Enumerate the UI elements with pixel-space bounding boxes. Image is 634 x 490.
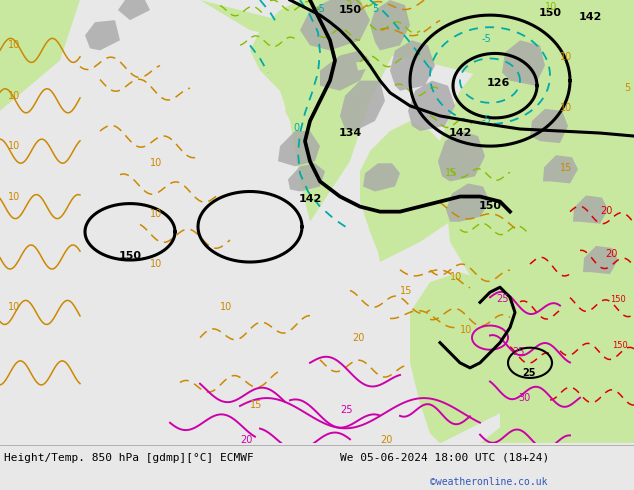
- Text: 0: 0: [293, 123, 299, 133]
- Text: 150: 150: [612, 341, 628, 350]
- Text: 150: 150: [538, 8, 562, 18]
- Polygon shape: [118, 0, 150, 20]
- Text: 20: 20: [352, 333, 365, 343]
- Text: 10: 10: [545, 2, 557, 12]
- Polygon shape: [440, 0, 634, 443]
- Text: 10: 10: [560, 52, 573, 62]
- Text: 5: 5: [372, 4, 378, 14]
- Polygon shape: [583, 246, 618, 274]
- Text: 20: 20: [605, 249, 618, 259]
- Polygon shape: [320, 50, 370, 91]
- Text: 15: 15: [250, 400, 262, 410]
- Polygon shape: [300, 0, 370, 50]
- Text: 126: 126: [486, 78, 510, 88]
- Polygon shape: [438, 131, 485, 181]
- Text: 150: 150: [479, 200, 501, 211]
- Polygon shape: [390, 40, 435, 91]
- Text: 150: 150: [339, 5, 361, 15]
- Polygon shape: [85, 20, 120, 50]
- Text: 10: 10: [150, 158, 162, 168]
- Text: 10: 10: [150, 259, 162, 269]
- Polygon shape: [250, 0, 400, 222]
- Polygon shape: [370, 0, 480, 30]
- Text: 10: 10: [8, 91, 20, 101]
- Text: 10: 10: [460, 324, 472, 335]
- Text: 5: 5: [624, 83, 630, 93]
- Polygon shape: [340, 81, 385, 131]
- Text: 10: 10: [8, 192, 20, 201]
- Text: We 05-06-2024 18:00 UTC (18+24): We 05-06-2024 18:00 UTC (18+24): [340, 453, 549, 463]
- Text: 10: 10: [150, 209, 162, 219]
- Text: 15: 15: [445, 169, 457, 178]
- Text: 25: 25: [512, 347, 524, 357]
- Text: 15: 15: [400, 286, 412, 296]
- Polygon shape: [0, 0, 80, 111]
- Polygon shape: [370, 0, 410, 50]
- Polygon shape: [502, 40, 545, 86]
- Text: 25: 25: [340, 405, 353, 415]
- Polygon shape: [480, 282, 634, 443]
- Text: 15: 15: [560, 163, 573, 173]
- Polygon shape: [363, 163, 400, 192]
- Text: 25: 25: [522, 368, 536, 378]
- Text: 10: 10: [450, 272, 462, 282]
- Polygon shape: [473, 38, 485, 48]
- Text: 10: 10: [8, 40, 20, 50]
- Text: ©weatheronline.co.uk: ©weatheronline.co.uk: [430, 477, 548, 487]
- Polygon shape: [356, 60, 368, 71]
- Polygon shape: [288, 163, 325, 192]
- Text: -5: -5: [481, 34, 491, 44]
- Polygon shape: [543, 155, 578, 183]
- Polygon shape: [0, 0, 30, 60]
- Text: -5: -5: [315, 4, 325, 14]
- Text: 142: 142: [299, 194, 321, 203]
- Text: 10: 10: [220, 302, 232, 313]
- Polygon shape: [285, 81, 340, 141]
- Text: 5: 5: [345, 0, 351, 7]
- Text: 10: 10: [8, 141, 20, 151]
- Text: 20: 20: [240, 436, 252, 445]
- Polygon shape: [410, 272, 520, 443]
- Text: 142: 142: [578, 12, 602, 22]
- Text: 150: 150: [610, 295, 626, 304]
- Polygon shape: [446, 183, 490, 222]
- Text: 150: 150: [119, 251, 141, 261]
- Text: 20: 20: [600, 206, 612, 216]
- Text: 25: 25: [496, 294, 508, 304]
- Polygon shape: [573, 196, 608, 224]
- Text: 10: 10: [560, 103, 573, 113]
- Text: 20: 20: [380, 436, 392, 445]
- Text: Height/Temp. 850 hPa [gdmp][°C] ECMWF: Height/Temp. 850 hPa [gdmp][°C] ECMWF: [4, 453, 254, 463]
- Polygon shape: [530, 109, 568, 143]
- Polygon shape: [408, 81, 455, 131]
- Polygon shape: [200, 0, 634, 111]
- Polygon shape: [278, 131, 320, 166]
- Polygon shape: [360, 121, 460, 262]
- Text: 142: 142: [448, 128, 472, 138]
- Text: -5: -5: [481, 115, 491, 125]
- Text: 134: 134: [339, 128, 361, 138]
- Polygon shape: [488, 53, 500, 63]
- Text: 30: 30: [518, 393, 530, 403]
- Text: 10: 10: [8, 302, 20, 313]
